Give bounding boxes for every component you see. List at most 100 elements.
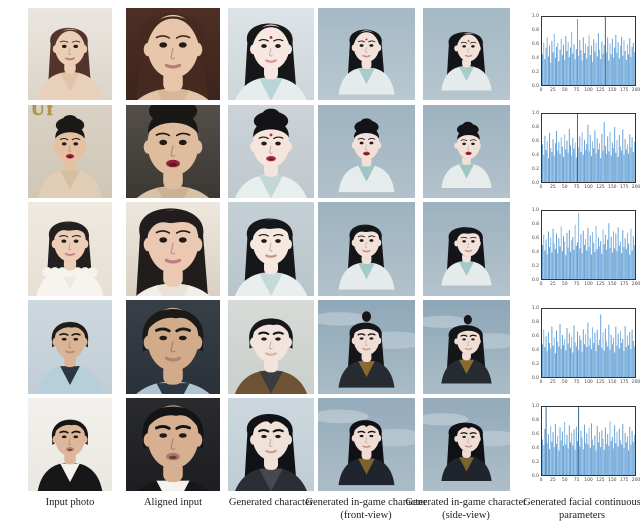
row4-parameters-chart: 0.0 0.2 0.4 0.6 0.8 1.0 0 25 50 75 100 125 150 175 200 xyxy=(527,300,640,394)
portrait-illustration xyxy=(423,8,510,100)
x-tick-label: 175 xyxy=(619,185,629,190)
portrait-illustration xyxy=(423,202,510,296)
x-tick-label: 125 xyxy=(596,478,605,483)
caption-ingame-side-view: Generated in-game character (side-view) xyxy=(405,497,527,521)
y-tick-label: 0.4 xyxy=(531,55,539,61)
x-tick-label: 150 xyxy=(607,282,617,287)
y-tick-label: 0.8 xyxy=(531,124,539,130)
y-tick-label: 0.2 xyxy=(531,361,539,367)
row5-ingame-front-view xyxy=(318,398,415,491)
row1-ingame-front-view xyxy=(318,8,415,100)
row2-generated-character xyxy=(228,105,314,198)
row1-aligned-input xyxy=(126,8,220,100)
caption-input-photo: Input photo xyxy=(45,497,95,508)
x-tick-label: 50 xyxy=(561,380,568,385)
portrait-illustration xyxy=(28,105,112,198)
x-tick-label: 50 xyxy=(561,282,568,287)
portrait-illustration xyxy=(28,398,112,491)
x-tick-label: 150 xyxy=(607,185,617,190)
row5-input-photo xyxy=(28,398,112,491)
x-tick-label: 125 xyxy=(596,88,605,93)
caption-ingame-front-view: Generated in-game character (front-view) xyxy=(305,497,427,521)
x-tick-label: 25 xyxy=(550,478,556,483)
x-tick-label: 75 xyxy=(573,380,580,385)
y-tick-label: 0.0 xyxy=(531,277,539,283)
portrait-illustration xyxy=(318,398,415,491)
portrait-illustration xyxy=(318,8,415,100)
row5-generated-character xyxy=(228,398,314,491)
bars-svg xyxy=(542,17,635,85)
row4-ingame-front-view xyxy=(318,300,415,394)
y-tick-label: 0.8 xyxy=(531,319,539,325)
row3-ingame-front-view xyxy=(318,202,415,296)
x-tick-label: 25 xyxy=(550,185,556,190)
row1-ingame-side-view xyxy=(423,8,510,100)
x-tick-label: 75 xyxy=(573,185,580,190)
x-tick-label: 25 xyxy=(550,282,556,287)
y-tick-label: 0.4 xyxy=(531,249,539,255)
x-tick-label: 150 xyxy=(607,88,617,93)
portrait-illustration xyxy=(423,105,510,198)
bars-svg xyxy=(542,314,635,377)
y-tick-label: 1.0 xyxy=(531,13,539,19)
portrait-illustration xyxy=(28,202,112,296)
y-tick-label: 0.2 xyxy=(531,166,539,172)
row2-ingame-side-view xyxy=(423,105,510,198)
x-tick-label: 25 xyxy=(550,88,556,93)
y-tick-label: 1.0 xyxy=(531,110,539,116)
portrait-illustration xyxy=(126,398,220,491)
x-tick-label: 100 xyxy=(584,478,593,483)
row5-aligned-input xyxy=(126,398,220,491)
x-tick-label: 75 xyxy=(573,478,580,483)
row3-input-photo xyxy=(28,202,112,296)
row2-aligned-input xyxy=(126,105,220,198)
x-tick-label: 175 xyxy=(619,380,629,385)
bars-svg xyxy=(542,114,635,182)
y-tick-label: 0.2 xyxy=(531,69,539,75)
row4-generated-character xyxy=(228,300,314,394)
y-tick-label: 0.4 xyxy=(531,347,539,353)
portrait-illustration xyxy=(228,300,314,394)
x-tick-label: 50 xyxy=(561,88,568,93)
bars-svg xyxy=(542,407,635,475)
y-tick-label: 0.8 xyxy=(531,417,539,423)
y-tick-label: 0.6 xyxy=(531,138,539,144)
x-tick-label: 0 xyxy=(539,380,543,385)
row2-parameters-chart: 0.0 0.2 0.4 0.6 0.8 1.0 0 25 50 75 100 125 150 175 200 xyxy=(527,105,640,198)
row4-input-photo xyxy=(28,300,112,394)
x-tick-label: 75 xyxy=(573,88,580,93)
y-tick-label: 1.0 xyxy=(531,403,539,409)
y-tick-label: 0.4 xyxy=(531,152,539,158)
plot-area xyxy=(541,210,636,280)
row3-aligned-input xyxy=(126,202,220,296)
x-tick-label: 200 xyxy=(631,282,640,287)
y-tick-label: 0.8 xyxy=(531,221,539,227)
row2-ingame-front-view xyxy=(318,105,415,198)
x-tick-label: 200 xyxy=(631,185,640,190)
y-tick-label: 0.6 xyxy=(531,41,539,47)
y-tick-label: 0.0 xyxy=(531,473,539,479)
x-tick-label: 25 xyxy=(550,380,556,385)
x-tick-label: 125 xyxy=(596,185,605,190)
y-tick-label: 0.0 xyxy=(531,83,539,89)
portrait-illustration xyxy=(126,105,220,198)
x-tick-label: 175 xyxy=(619,478,629,483)
x-tick-label: 0 xyxy=(539,478,543,483)
bars-svg xyxy=(542,213,635,279)
x-tick-label: 100 xyxy=(584,185,593,190)
x-tick-label: 175 xyxy=(619,88,629,93)
portrait-illustration xyxy=(228,398,314,491)
portrait-illustration xyxy=(318,300,415,394)
plot-area xyxy=(541,16,636,86)
x-tick-label: 0 xyxy=(539,185,543,190)
row1-input-photo xyxy=(28,8,112,100)
y-tick-label: 0.0 xyxy=(531,375,539,381)
magazine-masthead-text: Uf xyxy=(31,105,56,120)
portrait-illustration xyxy=(126,8,220,100)
portrait-illustration xyxy=(423,398,510,491)
x-tick-label: 0 xyxy=(539,88,543,93)
portrait-illustration xyxy=(423,300,510,394)
row5-parameters-chart: 0.0 0.2 0.4 0.6 0.8 1.0 0 25 50 75 100 125 150 175 200 xyxy=(527,398,640,491)
x-tick-label: 75 xyxy=(573,282,580,287)
plot-area xyxy=(541,406,636,476)
